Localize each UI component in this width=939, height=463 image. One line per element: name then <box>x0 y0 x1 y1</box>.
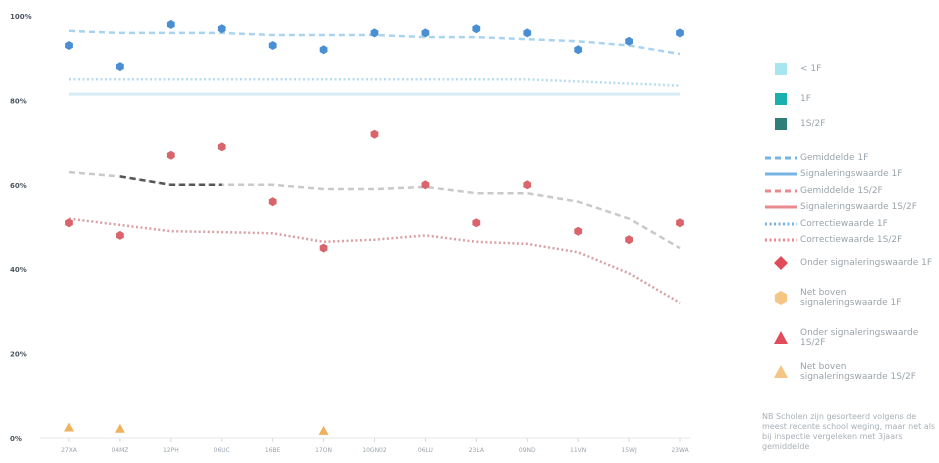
legend-label: Signaleringswaarde 1S/2F <box>800 202 917 212</box>
series-line <box>68 217 681 305</box>
y-tick-label: 0% <box>10 435 22 443</box>
legend-swatch <box>762 364 800 380</box>
legend-item: Gemiddelde 1F <box>762 150 935 166</box>
legend-label: Onder signaleringswaarde 1F <box>800 258 933 268</box>
legend-label: Gemiddelde 1S/2F <box>800 186 883 196</box>
legend-swatch <box>762 91 800 107</box>
x-axis: 27XA 04MZ 12PH 06UC 16BE 17ON 10GN02 06LU 23LA 09… <box>61 438 690 454</box>
legend-item: 1F <box>762 91 935 107</box>
data-point-hexagon <box>65 218 73 228</box>
data-point-hexagon <box>574 45 583 55</box>
legend-item: Correctiewaarde 1S/2F <box>762 232 935 248</box>
x-tick-label: 06UC <box>214 447 230 454</box>
legend-swatch <box>762 183 800 199</box>
legend-swatch <box>762 199 800 215</box>
y-tick-label: 20% <box>10 351 27 359</box>
data-point-hexagon <box>65 41 73 50</box>
legend-label: Onder signaleringswaarde 1S/2F <box>800 328 919 348</box>
data-point-hexagon <box>574 226 583 236</box>
legend-label: 1F <box>800 94 811 104</box>
y-tick-label: 40% <box>10 266 27 274</box>
legend-swatch <box>762 290 800 306</box>
series-line <box>69 78 681 87</box>
data-point-hexagon <box>116 62 124 72</box>
x-tick-label: 23LA <box>469 447 485 454</box>
legend-label: 1S/2F <box>800 119 826 129</box>
legend-swatch <box>762 255 800 271</box>
data-point-hexagon <box>625 235 633 245</box>
data-point-hexagon <box>625 36 633 46</box>
data-point-hexagon <box>116 230 124 240</box>
data-point-hexagon <box>217 24 226 34</box>
data-point-hexagon <box>370 129 379 139</box>
legend-label: Correctiewaarde 1S/2F <box>800 235 903 245</box>
data-point-hexagon <box>370 28 379 38</box>
x-tick-label: 11VN <box>570 447 586 454</box>
legend-item: 1S/2F <box>762 116 935 132</box>
y-axis: 0% 20% 40% 60% 80% 100% <box>10 13 32 443</box>
data-point-hexagon <box>472 218 481 228</box>
legend-item: Onder signaleringswaarde 1F <box>762 255 935 271</box>
data-point-hexagon <box>421 28 430 38</box>
legend-swatch <box>762 216 800 232</box>
legend-swatch <box>762 232 800 248</box>
legend-label: Signaleringswaarde 1F <box>800 169 903 179</box>
legend-label: < 1F <box>800 64 822 74</box>
legend-label: Gemiddelde 1F <box>800 153 869 163</box>
legend-item: Net boven signaleringswaarde 1S/2F <box>762 362 935 382</box>
data-point-hexagon <box>523 28 532 38</box>
x-tick-label: 15WJ <box>621 447 637 454</box>
data-point-hexagon <box>319 243 328 253</box>
data-point-hexagon <box>268 197 277 207</box>
chart-series-points <box>64 19 684 435</box>
x-tick-label: 09ND <box>519 447 536 454</box>
y-tick-label: 80% <box>10 97 27 105</box>
legend-label: Net boven signaleringswaarde 1F <box>800 288 902 308</box>
data-point-hexagon <box>421 180 430 190</box>
data-point-hexagon <box>166 150 175 160</box>
legend-item: Net boven signaleringswaarde 1F <box>762 288 935 308</box>
legend-swatch <box>762 150 800 166</box>
data-point-hexagon <box>217 142 226 152</box>
legend-item: Signaleringswaarde 1F <box>762 166 935 182</box>
x-tick-label: 23WA <box>671 447 689 454</box>
legend-item: Onder signaleringswaarde 1S/2F <box>762 328 935 348</box>
legend-item: < 1F <box>762 61 935 77</box>
data-point-hexagon <box>319 45 328 55</box>
x-tick-label: 16BE <box>265 447 281 454</box>
legend-label: Correctiewaarde 1F <box>800 219 888 229</box>
legend-swatch <box>762 61 800 77</box>
legend-label: Net boven signaleringswaarde 1S/2F <box>800 362 916 382</box>
legend-swatch <box>762 116 800 132</box>
data-point-hexagon <box>676 218 684 228</box>
legend-swatch <box>762 166 800 182</box>
x-tick-label: 04MZ <box>111 447 128 454</box>
chart-plot: 0% 20% 40% 60% 80% 100% 27XA 04MZ 12PH 06UC 16BE 1… <box>10 13 690 454</box>
x-tick-label: 06LU <box>418 447 433 454</box>
chart-footnote: NB Scholen zijn gesorteerd volgens de me… <box>762 412 936 451</box>
legend-item: Signaleringswaarde 1S/2F <box>762 199 935 215</box>
data-point-hexagon <box>166 19 175 29</box>
y-tick-label: 100% <box>10 13 32 21</box>
data-point-triangle <box>318 425 329 435</box>
data-point-triangle <box>64 422 74 432</box>
data-point-triangle <box>114 423 125 433</box>
data-point-hexagon <box>472 24 481 34</box>
data-point-hexagon <box>523 180 532 190</box>
legend-item: Gemiddelde 1S/2F <box>762 183 935 199</box>
data-point-hexagon <box>268 41 277 50</box>
x-tick-label: 17ON <box>315 447 332 454</box>
data-point-hexagon <box>676 28 684 38</box>
legend-item: Correctiewaarde 1F <box>762 216 935 232</box>
legend-swatch <box>762 330 800 346</box>
y-tick-label: 60% <box>10 182 27 190</box>
x-tick-label: 27XA <box>61 447 78 454</box>
series-line <box>119 175 222 187</box>
x-tick-label: 10GN02 <box>362 447 387 454</box>
chart-series-lines <box>68 29 681 305</box>
x-tick-label: 12PH <box>163 447 179 454</box>
